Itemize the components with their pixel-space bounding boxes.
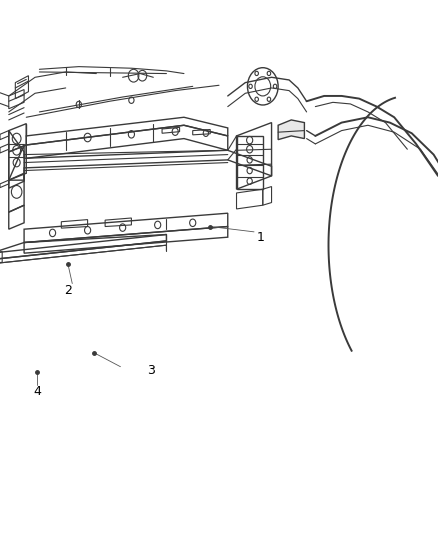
Text: 4: 4 xyxy=(33,385,41,398)
Polygon shape xyxy=(278,120,304,140)
Text: 2: 2 xyxy=(64,284,72,297)
Text: 3: 3 xyxy=(147,364,155,377)
Text: 1: 1 xyxy=(257,231,265,244)
